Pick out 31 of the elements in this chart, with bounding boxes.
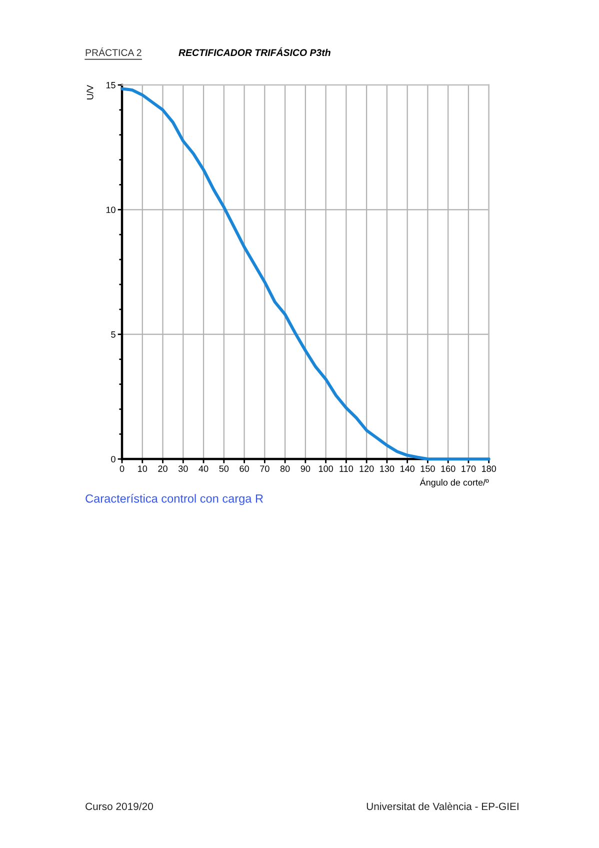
chart-title: RECTIFICADOR TRIFÁSICO P3th (178, 47, 330, 56)
x-tick-label: 80 (280, 466, 290, 472)
text: Curso 2019/20 (86, 802, 153, 810)
x-tick-label: 170 (462, 466, 476, 472)
x-tick-label: 70 (260, 466, 270, 472)
x-tick-label: 20 (158, 466, 168, 472)
x-tick-label: 180 (482, 466, 496, 472)
x-tick-label: 110 (340, 466, 354, 472)
text: Característica control con carga R (86, 494, 263, 506)
x-tick-label: 50 (219, 466, 229, 472)
line-series (120, 87, 490, 461)
x-tick-label: 120 (360, 466, 374, 472)
x-tick-label: 150 (420, 466, 435, 472)
x-axis-title: Ángulo de corte/º (420, 478, 489, 488)
x-tick-label: 130 (380, 466, 394, 472)
x-tick-label: 40 (198, 466, 208, 472)
y-tick-label: 10 (106, 206, 116, 214)
x-tick-label: 90 (300, 466, 310, 472)
x-tick-label: 10 (138, 466, 148, 472)
x-tick-label: 140 (400, 466, 415, 472)
x-tick-label: 30 (178, 466, 188, 472)
y-tick-label: 0 (111, 456, 116, 462)
x-tick-label: 160 (441, 466, 456, 472)
x-tick-label: 0 (120, 466, 124, 472)
y-axis-title: U/V (86, 85, 94, 100)
y-tick-label: 5 (111, 331, 116, 338)
x-tick-label: 60 (240, 466, 249, 472)
text: Universitat de València - EP-GIEI (366, 802, 518, 810)
x-tick-label: 100 (318, 466, 333, 472)
y-tick-label: 15 (106, 82, 116, 88)
text: PRÁCTICA 2 (86, 48, 142, 56)
